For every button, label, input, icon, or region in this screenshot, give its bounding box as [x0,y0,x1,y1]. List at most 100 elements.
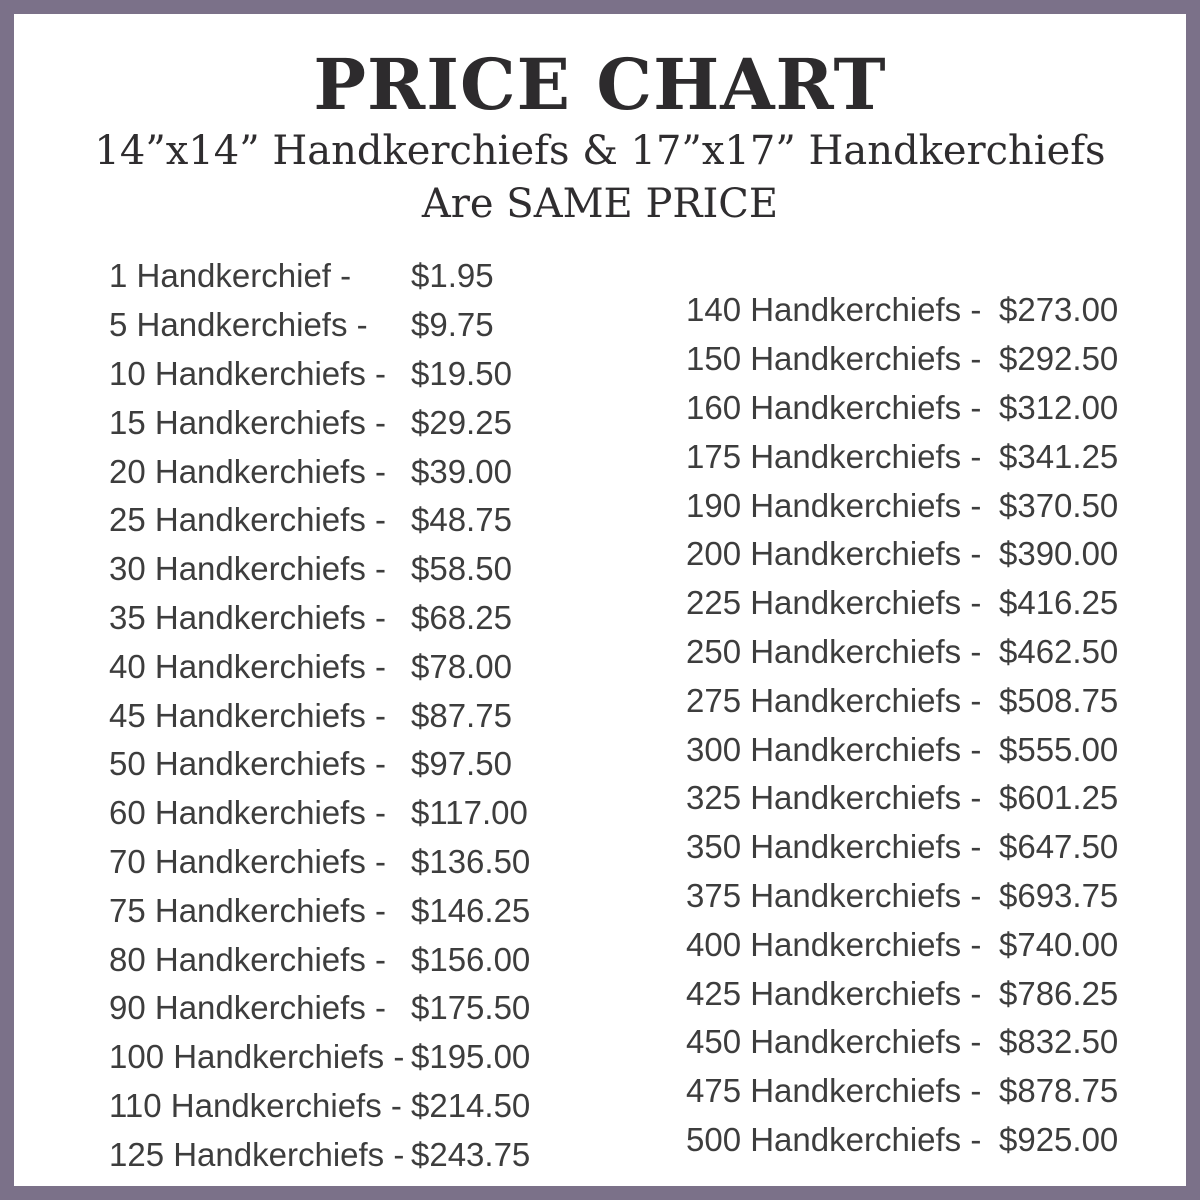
quantity-label: 425 Handkerchiefs - [686,974,982,1012]
quantity-label: 75 Handkerchiefs - [109,891,386,929]
price-row: 400 Handkerchiefs - $740.00 [686,920,1118,969]
quantity-label: 70 Handkerchiefs - [109,842,386,880]
price-value: $48.75 [411,501,512,539]
price-row: 350 Handkerchiefs - $647.50 [686,823,1118,872]
price-value: $97.50 [411,745,512,783]
quantity-label: 160 Handkerchiefs - [686,388,982,426]
quantity-label: 80 Handkerchiefs - [109,940,386,978]
price-row: 225 Handkerchiefs - $416.25 [686,579,1118,628]
price-value: $462.50 [999,632,1119,670]
price-value: $243.75 [411,1135,531,1173]
subtitle-line-1: 14”x14” Handkerchiefs & 17”x17” Handkerc… [94,128,1106,174]
quantity-label: 250 Handkerchiefs - [686,632,982,670]
price-value: $273.00 [999,291,1119,329]
quantity-label: 190 Handkerchiefs - [686,486,982,524]
price-row: 75 Handkerchiefs - $146.25 [109,886,530,935]
price-value: $29.25 [411,403,512,441]
price-row: 70 Handkerchiefs - $136.50 [109,838,530,887]
price-value: $740.00 [999,925,1119,963]
quantity-label: 300 Handkerchiefs - [686,730,982,768]
quantity-label: 35 Handkerchiefs - [109,598,386,636]
price-row: 35 Handkerchiefs - $68.25 [109,594,530,643]
quantity-label: 25 Handkerchiefs - [109,501,386,539]
price-row: 80 Handkerchiefs - $156.00 [109,935,530,984]
price-value: $312.00 [999,388,1119,426]
price-row: 60 Handkerchiefs - $117.00 [109,789,530,838]
price-value: $832.50 [999,1023,1119,1061]
price-row: 425 Handkerchiefs - $786.25 [686,969,1118,1018]
price-value: $1.95 [411,257,494,295]
price-value: $156.00 [411,940,531,978]
price-row: 475 Handkerchiefs - $878.75 [686,1067,1118,1116]
price-row: 110 Handkerchiefs - $214.50 [109,1082,530,1131]
quantity-label: 50 Handkerchiefs - [109,745,386,783]
quantity-label: 60 Handkerchiefs - [109,794,386,832]
price-row: 45 Handkerchiefs - $87.75 [109,691,530,740]
quantity-label: 40 Handkerchiefs - [109,647,386,685]
quantity-label: 325 Handkerchiefs - [686,779,982,817]
quantity-label: 200 Handkerchiefs - [686,535,982,573]
page-title: PRICE CHART [313,43,887,126]
quantity-label: 20 Handkerchiefs - [109,452,386,490]
quantity-label: 110 Handkerchiefs - [109,1086,402,1124]
price-value: $19.50 [411,354,512,392]
price-column-left: 1 Handkerchief - $1.95 5 Handkerchiefs - $9… [109,252,530,1179]
price-row: 20 Handkerchiefs - $39.00 [109,447,530,496]
price-value: $416.25 [999,584,1119,622]
quantity-label: 15 Handkerchiefs - [109,403,386,441]
price-row: 40 Handkerchiefs - $78.00 [109,642,530,691]
price-row: 325 Handkerchiefs - $601.25 [686,774,1118,823]
quantity-label: 275 Handkerchiefs - [686,681,982,719]
quantity-label: 150 Handkerchiefs - [686,340,982,378]
price-value: $878.75 [999,1072,1119,1110]
quantity-label: 500 Handkerchiefs - [686,1120,982,1158]
price-value: $78.00 [411,647,512,685]
price-row: 300 Handkerchiefs - $555.00 [686,725,1118,774]
price-column-right: 140 Handkerchiefs - $273.00 150 Handkerchi… [686,286,1118,1164]
price-row: 25 Handkerchiefs - $48.75 [109,496,530,545]
price-row: 15 Handkerchiefs - $29.25 [109,398,530,447]
quantity-label: 30 Handkerchiefs - [109,550,386,588]
subtitle: 14”x14” Handkerchiefs & 17”x17” Handkerc… [14,125,1186,231]
price-row: 190 Handkerchiefs - $370.50 [686,481,1118,530]
quantity-label: 350 Handkerchiefs - [686,828,982,866]
quantity-label: 1 Handkerchief - [109,257,352,295]
price-row: 375 Handkerchiefs - $693.75 [686,872,1118,921]
price-value: $175.50 [411,989,531,1027]
price-value: $136.50 [411,842,531,880]
price-value: $9.75 [411,306,494,344]
price-value: $555.00 [999,730,1119,768]
quantity-label: 125 Handkerchiefs - [109,1135,405,1173]
price-row: 100 Handkerchiefs - $195.00 [109,1033,530,1082]
subtitle-line-2: Are SAME PRICE [421,181,779,227]
price-value: $146.25 [411,891,531,929]
price-value: $390.00 [999,535,1119,573]
quantity-label: 475 Handkerchiefs - [686,1072,982,1110]
price-value: $117.00 [411,794,528,832]
price-value: $341.25 [999,437,1119,475]
quantity-label: 375 Handkerchiefs - [686,876,982,914]
quantity-label: 90 Handkerchiefs - [109,989,386,1027]
price-row: 90 Handkerchiefs - $175.50 [109,984,530,1033]
quantity-label: 10 Handkerchiefs - [109,354,386,392]
quantity-label: 400 Handkerchiefs - [686,925,982,963]
quantity-label: 140 Handkerchiefs - [686,291,982,329]
price-row: 150 Handkerchiefs - $292.50 [686,335,1118,384]
price-value: $214.50 [411,1086,531,1124]
price-row: 160 Handkerchiefs - $312.00 [686,384,1118,433]
price-row: 500 Handkerchiefs - $925.00 [686,1116,1118,1165]
price-value: $68.25 [411,598,512,636]
price-value: $693.75 [999,876,1119,914]
price-value: $292.50 [999,340,1119,378]
price-row: 250 Handkerchiefs - $462.50 [686,628,1118,677]
quantity-label: 5 Handkerchiefs - [109,306,368,344]
price-row: 125 Handkerchiefs - $243.75 [109,1130,530,1179]
price-value: $195.00 [411,1038,531,1076]
price-value: $786.25 [999,974,1119,1012]
price-row: 275 Handkerchiefs - $508.75 [686,676,1118,725]
quantity-label: 225 Handkerchiefs - [686,584,982,622]
quantity-label: 45 Handkerchiefs - [109,696,386,734]
price-row: 140 Handkerchiefs - $273.00 [686,286,1118,335]
price-row: 1 Handkerchief - $1.95 [109,252,530,301]
